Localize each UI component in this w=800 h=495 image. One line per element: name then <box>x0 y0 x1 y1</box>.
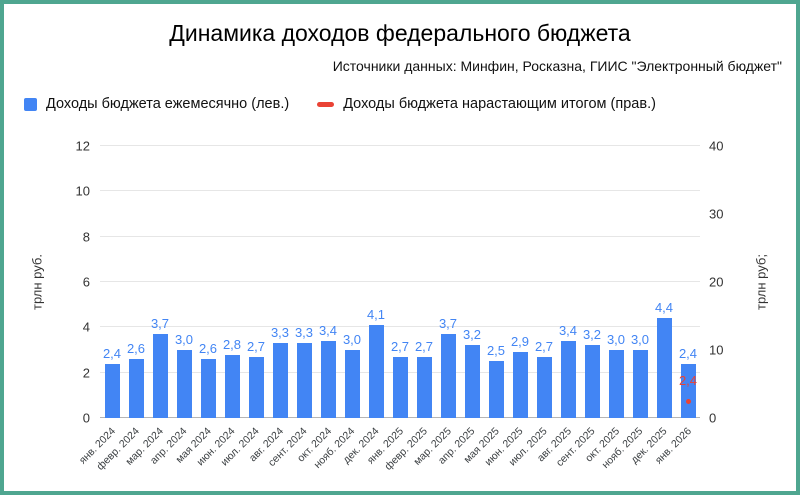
bar-value-label: 2,4 <box>678 345 698 361</box>
bar-value-label: 3,2 <box>582 327 602 343</box>
right-axis-tick: 10 <box>709 342 724 358</box>
gridline <box>100 326 700 328</box>
right-axis-tick: 0 <box>709 410 717 426</box>
bar-value-label: 2,6 <box>198 341 218 357</box>
bar <box>200 359 216 418</box>
bar <box>392 356 408 418</box>
right-axis-title: трлн руб; <box>753 254 769 310</box>
bar <box>608 350 624 418</box>
bar <box>296 343 312 418</box>
bar-value-label: 2,7 <box>414 338 434 354</box>
bar-value-label: 3,2 <box>462 327 482 343</box>
cumulative-value-label: 2,4 <box>678 372 698 388</box>
bar-series-swatch-icon <box>24 97 37 111</box>
legend-item-cumulative: Доходы бюджета нарастающим итогом (прав.… <box>317 96 656 112</box>
bar-value-label: 3,0 <box>174 332 194 347</box>
gridline <box>100 190 700 192</box>
bar <box>656 318 672 418</box>
gridline <box>100 281 700 282</box>
bar-value-label: 2,6 <box>126 341 146 357</box>
bar <box>344 350 360 418</box>
bar <box>680 363 696 418</box>
bar-value-label: 3,4 <box>558 322 578 338</box>
bar-value-label: 4,4 <box>654 300 674 316</box>
bar-value-label: 2,8 <box>222 336 242 352</box>
legend-item-monthly: Доходы бюджета ежемесячно (лев.) <box>24 96 289 112</box>
right-axis-tick: 30 <box>709 206 724 222</box>
bar <box>512 352 528 418</box>
bar-value-label: 3,3 <box>270 325 290 341</box>
bar <box>536 356 552 418</box>
bar-value-label: 3,4 <box>318 322 338 338</box>
left-axis-tick: 6 <box>82 274 90 290</box>
bar <box>272 343 288 418</box>
bar <box>152 334 168 418</box>
right-axis-tick: 40 <box>709 138 724 154</box>
legend-label-cumulative: Доходы бюджета нарастающим итогом (прав.… <box>343 96 656 112</box>
left-axis-tick: 8 <box>82 229 90 245</box>
legend-label-monthly: Доходы бюджета ежемесячно (лев.) <box>46 96 290 112</box>
bar <box>464 345 480 418</box>
bar <box>224 354 240 418</box>
bar <box>560 340 576 418</box>
bar-value-label: 2,7 <box>390 338 410 354</box>
bar <box>488 361 504 418</box>
bar-value-label: 2,4 <box>102 345 122 361</box>
bar-value-label: 2,7 <box>534 338 554 354</box>
bar-value-label: 3,0 <box>630 332 650 347</box>
chart-title: Динамика доходов федерального бюджета <box>169 20 631 46</box>
chart-legend: Доходы бюджета ежемесячно (лев.) Доходы … <box>24 96 656 112</box>
bar <box>320 340 336 418</box>
bar <box>104 363 120 418</box>
bar <box>584 345 600 418</box>
gridline <box>100 145 700 146</box>
bar-value-label: 3,7 <box>438 316 458 332</box>
bar <box>368 325 384 418</box>
bar <box>416 356 432 418</box>
bar-value-label: 3,0 <box>606 332 626 347</box>
left-axis-tick: 10 <box>75 183 90 199</box>
gridline <box>100 235 700 237</box>
bar <box>440 334 456 418</box>
bar <box>128 359 144 418</box>
line-series-swatch-icon <box>317 101 335 107</box>
bar <box>176 350 192 418</box>
plot-area: 0 2 4 6 8 10 12 0 10 20 30 40 2,4 2,6 3,7 3,0 2,6 2,8 2,7 3… <box>76 140 724 473</box>
bar <box>632 350 648 418</box>
left-axis-title: трлн руб. <box>29 254 45 310</box>
chart-subtitle: Источники данных: Минфин, Росказна, ГИИС… <box>332 58 782 74</box>
left-axis-tick: 0 <box>82 410 90 426</box>
bar <box>248 356 264 418</box>
right-axis-tick: 20 <box>709 274 724 290</box>
left-axis-tick: 2 <box>82 365 90 381</box>
cumulative-point <box>685 399 691 405</box>
bar-value-label: 4,1 <box>366 307 386 323</box>
bar-value-label: 3,7 <box>150 316 170 332</box>
bar-value-label: 3,3 <box>294 325 314 341</box>
left-axis-tick: 4 <box>82 319 90 335</box>
bar-value-label: 2,7 <box>246 338 266 354</box>
left-axis-tick: 12 <box>75 138 90 154</box>
bar-value-label: 2,9 <box>510 334 530 350</box>
bar-value-label: 3,0 <box>342 332 362 347</box>
bar-value-label: 2,5 <box>486 343 506 359</box>
